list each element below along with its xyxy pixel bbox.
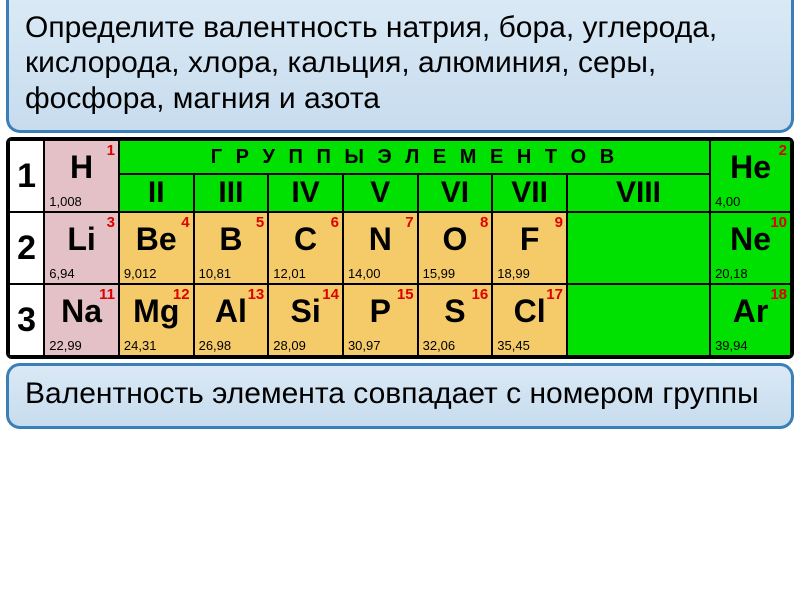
atomic-number: 4 [181, 214, 189, 231]
atomic-number: 6 [331, 214, 339, 231]
atomic-number: 17 [546, 286, 563, 303]
group-number: V [343, 174, 418, 212]
atomic-mass: 39,94 [715, 338, 748, 353]
element-C: 6 C 12,01 [268, 212, 343, 284]
element-Na: 11 Na 22,99 [44, 284, 119, 356]
element-P: 15 P 30,97 [343, 284, 418, 356]
empty-cell [567, 284, 710, 356]
atomic-number: 1 [107, 142, 115, 159]
element-Al: 13 Al 26,98 [194, 284, 269, 356]
atomic-number: 12 [173, 286, 190, 303]
atomic-mass: 18,99 [497, 266, 530, 281]
atomic-mass: 10,81 [199, 266, 232, 281]
answer-callout: Валентность элемента совпадает с номером… [6, 363, 794, 428]
atomic-number: 9 [555, 214, 563, 231]
atomic-mass: 20,18 [715, 266, 748, 281]
group-number: VII [492, 174, 567, 212]
atomic-mass: 12,01 [273, 266, 306, 281]
question-callout: Определите валентность натрия, бора, угл… [6, 0, 794, 133]
answer-text: Валентность элемента совпадает с номером… [25, 376, 775, 411]
question-text: Определите валентность натрия, бора, угл… [25, 10, 775, 116]
periodic-table: 1 1 H 1,008 Г Р У П П Ы Э Л Е М Е Н Т О … [6, 137, 794, 359]
element-S: 16 S 32,06 [418, 284, 493, 356]
atomic-mass: 9,012 [124, 266, 157, 281]
atomic-number: 5 [256, 214, 264, 231]
atomic-number: 14 [322, 286, 339, 303]
atomic-mass: 15,99 [423, 266, 456, 281]
group-number: II [119, 174, 194, 212]
atomic-number: 18 [770, 286, 787, 303]
group-number: VIII [567, 174, 710, 212]
period-label-2: 2 [9, 212, 44, 284]
period-label-3: 3 [9, 284, 44, 356]
atomic-mass: 28,09 [273, 338, 306, 353]
element-O: 8 O 15,99 [418, 212, 493, 284]
element-Li: 3 Li 6,94 [44, 212, 119, 284]
element-B: 5 B 10,81 [194, 212, 269, 284]
element-Ne: 10 Ne 20,18 [710, 212, 791, 284]
period-label-1: 1 [9, 140, 44, 212]
element-Ar: 18 Ar 39,94 [710, 284, 791, 356]
element-Si: 14 Si 28,09 [268, 284, 343, 356]
element-N: 7 N 14,00 [343, 212, 418, 284]
group-number: III [194, 174, 269, 212]
groups-header: Г Р У П П Ы Э Л Е М Е Н Т О В [119, 140, 710, 174]
atomic-number: 13 [248, 286, 265, 303]
element-Cl: 17 Cl 35,45 [492, 284, 567, 356]
atomic-number: 2 [779, 142, 787, 159]
element-He: 2 He 4,00 [710, 140, 791, 212]
atomic-number: 11 [99, 286, 115, 303]
empty-cell [567, 212, 710, 284]
atomic-mass: 6,94 [49, 266, 74, 281]
group-number: VI [418, 174, 493, 212]
atomic-mass: 32,06 [423, 338, 456, 353]
atomic-number: 15 [397, 286, 414, 303]
element-H: 1 H 1,008 [44, 140, 119, 212]
group-number: IV [268, 174, 343, 212]
atomic-mass: 4,00 [715, 194, 740, 209]
atomic-number: 3 [107, 214, 115, 231]
atomic-mass: 24,31 [124, 338, 157, 353]
atomic-number: 16 [472, 286, 489, 303]
atomic-mass: 26,98 [199, 338, 232, 353]
atomic-mass: 22,99 [49, 338, 82, 353]
element-F: 9 F 18,99 [492, 212, 567, 284]
atomic-number: 7 [405, 214, 413, 231]
atomic-number: 8 [480, 214, 488, 231]
element-Mg: 12 Mg 24,31 [119, 284, 194, 356]
atomic-mass: 14,00 [348, 266, 381, 281]
element-Be: 4 Be 9,012 [119, 212, 194, 284]
atomic-mass: 1,008 [49, 194, 82, 209]
atomic-number: 10 [770, 214, 787, 231]
atomic-mass: 35,45 [497, 338, 530, 353]
atomic-mass: 30,97 [348, 338, 381, 353]
